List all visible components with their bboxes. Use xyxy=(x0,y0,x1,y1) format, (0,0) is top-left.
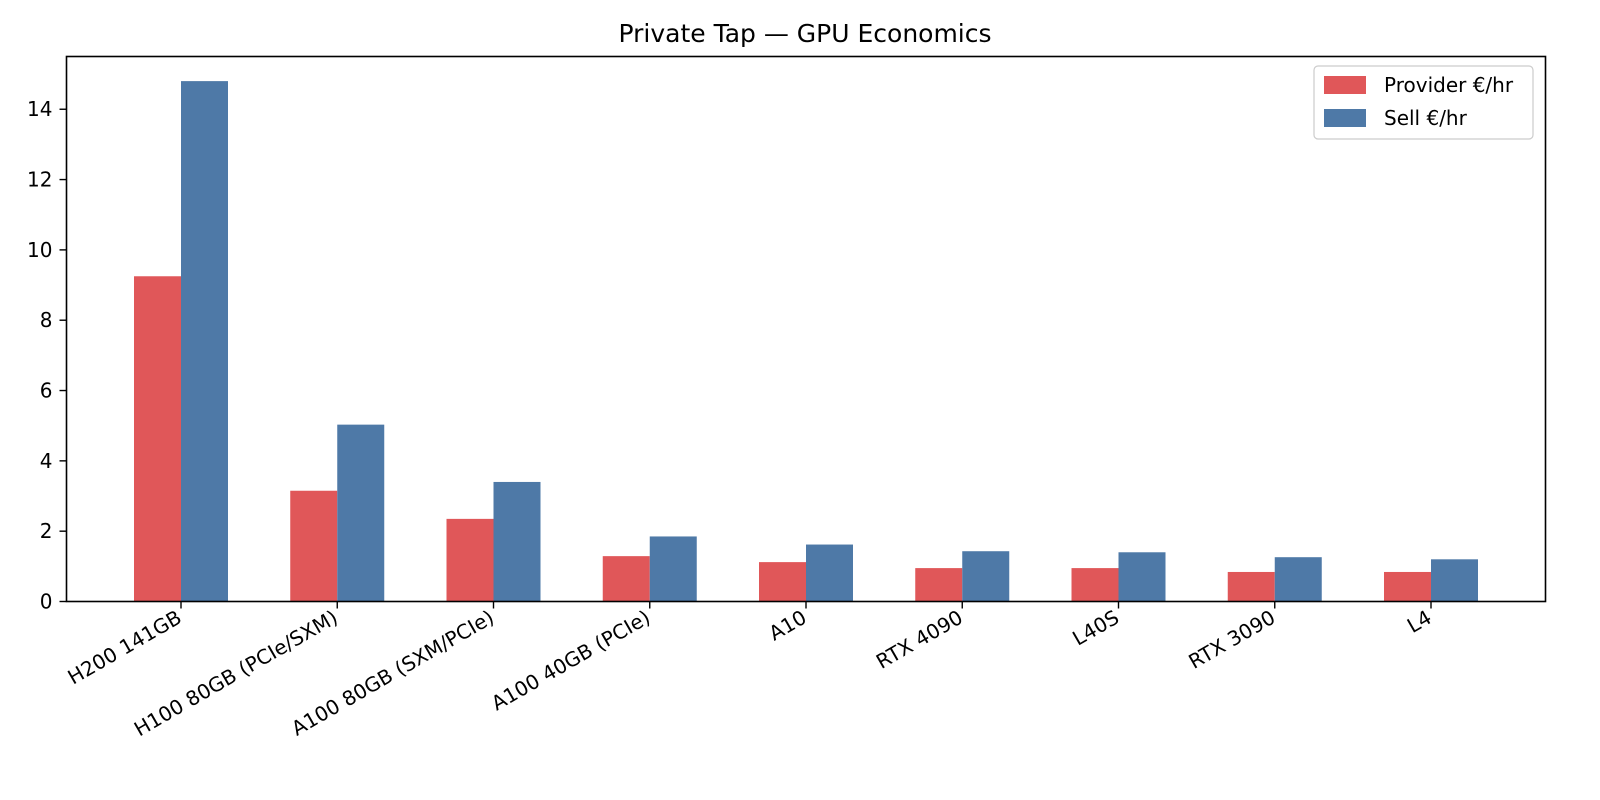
bar-sell-7 xyxy=(1274,557,1322,602)
y-tick-label-5: 10 xyxy=(27,238,52,262)
bar-provider-8 xyxy=(1384,571,1431,602)
y-tick-label-4: 8 xyxy=(40,308,53,332)
y-axis: 0 2 4 6 8 10 12 14 xyxy=(27,97,67,614)
bar-sell-0 xyxy=(181,81,228,602)
x-tick-label-4: A10 xyxy=(765,605,811,645)
bar-sell-6 xyxy=(1118,552,1166,602)
y-tick-label-7: 14 xyxy=(27,97,52,121)
x-tick-label-3: A100 40GB (PCIe) xyxy=(487,605,654,715)
x-tick-label-0: H200 141GB xyxy=(64,605,186,689)
bar-sell-1 xyxy=(337,424,385,602)
y-tick-label-0: 0 xyxy=(40,590,53,614)
legend-box xyxy=(1313,65,1534,140)
x-tick-label-8: L4 xyxy=(1403,605,1436,638)
bar-provider-3 xyxy=(602,556,650,602)
x-tick-label-5: RTX 4090 xyxy=(872,605,967,674)
bar-provider-5 xyxy=(915,568,963,602)
bar-sell-2 xyxy=(493,481,541,602)
x-tick-label-7: RTX 3090 xyxy=(1184,605,1279,674)
bar-provider-1 xyxy=(290,490,338,602)
bar-provider-2 xyxy=(446,518,494,602)
bar-sell-8 xyxy=(1431,559,1478,602)
y-tick-label-2: 4 xyxy=(40,449,53,473)
bar-provider-6 xyxy=(1071,568,1119,602)
chart-title: Private Tap — GPU Economics xyxy=(618,19,991,48)
legend: Provider €/hr Sell €/hr xyxy=(1313,65,1534,140)
legend-swatch-provider xyxy=(1324,76,1366,94)
bars-group xyxy=(134,81,1478,602)
bar-provider-7 xyxy=(1227,571,1275,602)
legend-label-provider: Provider €/hr xyxy=(1384,73,1514,97)
bar-sell-4 xyxy=(806,544,853,602)
bar-provider-4 xyxy=(759,562,806,602)
legend-swatch-sell xyxy=(1324,109,1366,127)
x-tick-label-6: L40S xyxy=(1068,605,1123,650)
y-tick-label-6: 12 xyxy=(27,168,52,192)
bar-sell-5 xyxy=(962,551,1010,602)
y-tick-label-3: 6 xyxy=(40,379,53,403)
plot-frame xyxy=(65,55,1547,603)
bar-sell-3 xyxy=(649,536,697,602)
legend-label-sell: Sell €/hr xyxy=(1384,106,1468,130)
bar-provider-0 xyxy=(134,276,181,602)
y-tick-label-1: 2 xyxy=(40,519,53,543)
